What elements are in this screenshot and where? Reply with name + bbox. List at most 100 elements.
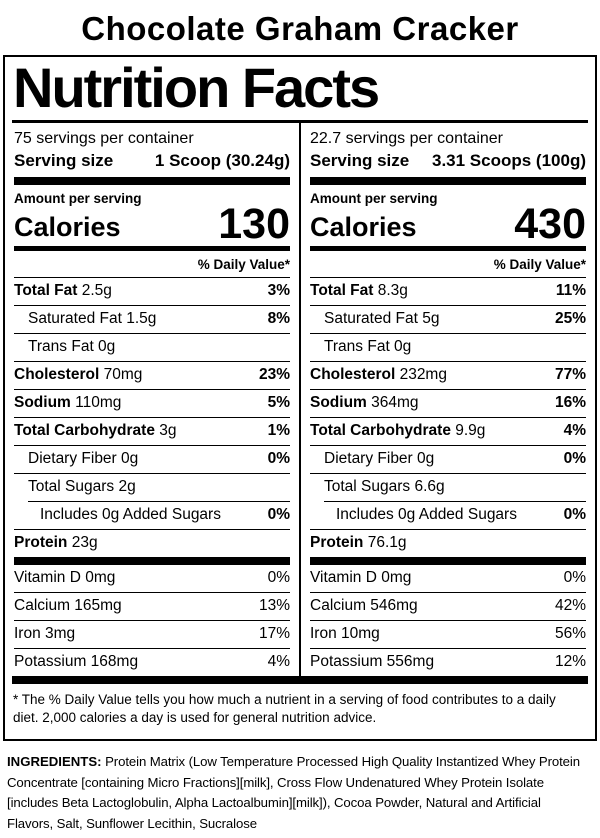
daily-value-percent: 42% [554, 597, 586, 615]
amount-per-serving-label: Amount per serving [310, 191, 438, 206]
nutrient-name: Total Carbohydrate 9.9g [310, 422, 486, 440]
nutrient-row: Protein 76.1g [310, 528, 586, 557]
nutrient-row: Calcium 165mg 13% [14, 591, 290, 620]
daily-value-percent: 8% [267, 310, 290, 328]
nutrient-row: Total Fat 8.3g 11% [310, 276, 586, 305]
daily-value-percent: 0% [563, 450, 586, 468]
nutrient-rows: Total Fat 8.3g 11% Saturated Fat 5g 25% Tran… [310, 276, 586, 557]
daily-value-percent: 12% [554, 653, 586, 671]
nutrient-row: Total Fat 2.5g 3% [14, 276, 290, 305]
nutrient-name: Total Fat 8.3g [310, 282, 408, 300]
column-per-100g: 22.7 servings per container Serving size… [299, 123, 595, 676]
daily-value-percent: 0% [267, 569, 290, 587]
calories-value: 430 [514, 200, 586, 248]
daily-value-header: % Daily Value* [493, 256, 586, 272]
calories-row: Calories 430 [310, 200, 586, 248]
daily-value-percent: 13% [258, 597, 290, 615]
nutrient-row: Iron 10mg 56% [310, 619, 586, 648]
nutrient-name: Vitamin D 0mg [14, 569, 116, 587]
nutrition-columns: 75 servings per container Serving size 1… [5, 123, 595, 676]
daily-value-percent: 1% [267, 422, 290, 440]
nutrient-row: Saturated Fat 5g 25% [310, 304, 586, 333]
nutrient-name: Vitamin D 0mg [310, 569, 412, 587]
nutrient-name: Protein 23g [14, 534, 98, 552]
servings-per-container: 75 servings per container [14, 130, 194, 147]
daily-value-percent: 23% [258, 366, 290, 384]
daily-value-percent: 0% [267, 450, 290, 468]
separator-bar-full-width [12, 675, 588, 684]
nutrient-name: Sodium 110mg [14, 394, 122, 412]
daily-value-percent: 4% [267, 653, 290, 671]
daily-value-percent: 56% [554, 625, 586, 643]
nutrient-name: Total Sugars 6.6g [324, 478, 445, 496]
separator-bar-thick [310, 556, 586, 565]
servings-per-container: 22.7 servings per container [310, 130, 503, 147]
nutrient-rows: Total Fat 2.5g 3% Saturated Fat 1.5g 8% Tran… [14, 276, 290, 557]
nutrient-row: Includes 0g Added Sugars 0% [324, 500, 586, 529]
nutrient-name: Calcium 546mg [310, 597, 418, 615]
nutrient-name: Potassium 168mg [14, 653, 139, 671]
serving-size-label: Serving size [310, 151, 410, 170]
serving-size-label: Serving size [14, 151, 114, 170]
nutrient-row: Includes 0g Added Sugars 0% [28, 500, 290, 529]
product-title: Chocolate Graham Cracker [81, 10, 519, 47]
nutrient-name: Potassium 556mg [310, 653, 435, 671]
nutrient-row: Calcium 546mg 42% [310, 591, 586, 620]
vitamin-rows: Vitamin D 0mg 0% Calcium 165mg 13% Iron 3mg 1… [14, 565, 290, 676]
nutrient-row: Total Carbohydrate 9.9g 4% [310, 416, 586, 445]
daily-value-percent: 11% [555, 282, 586, 300]
amount-per-serving-label: Amount per serving [14, 191, 142, 206]
nutrient-name: Protein 76.1g [310, 534, 407, 552]
calories-value: 130 [218, 200, 290, 248]
nutrition-facts-title: Nutrition Facts [13, 56, 380, 119]
calories-label: Calories [310, 211, 417, 242]
nutrient-row: Potassium 556mg 12% [310, 647, 586, 676]
column-per-scoop: 75 servings per container Serving size 1… [5, 123, 299, 676]
serving-size-row: Serving size 1 Scoop (30.24g) [14, 149, 290, 177]
daily-value-percent: 16% [554, 394, 586, 412]
calories-label: Calories [14, 211, 121, 242]
nutrient-row: Saturated Fat 1.5g 8% [14, 304, 290, 333]
vitamin-rows: Vitamin D 0mg 0% Calcium 546mg 42% Iron 10mg… [310, 565, 586, 676]
nutrient-row: Sodium 110mg 5% [14, 388, 290, 417]
daily-value-header: % Daily Value* [197, 256, 290, 272]
nutrient-name: Saturated Fat 1.5g [28, 310, 157, 328]
daily-value-percent: 0% [563, 506, 586, 524]
separator-bar-thick [14, 556, 290, 565]
nutrient-row: Cholesterol 70mg 23% [14, 360, 290, 389]
calories-row: Calories 130 [14, 200, 290, 248]
nutrient-name: Cholesterol 70mg [14, 366, 143, 384]
nutrient-name: Dietary Fiber 0g [324, 450, 435, 468]
separator-bar-medium [14, 245, 290, 251]
serving-size-row: Serving size 3.31 Scoops (100g) [310, 149, 586, 177]
nutrient-row: Trans Fat 0g [14, 332, 290, 361]
nutrient-row: Potassium 168mg 4% [14, 647, 290, 676]
nutrient-name: Includes 0g Added Sugars [40, 506, 221, 524]
nutrient-name: Iron 10mg [310, 625, 380, 643]
separator-bar-thick [14, 177, 290, 185]
separator-bar-medium [310, 245, 586, 251]
nutrient-row: Dietary Fiber 0g 0% [14, 444, 290, 473]
nutrient-row: Cholesterol 232mg 77% [310, 360, 586, 389]
daily-value-footnote: * The % Daily Value tells you how much a… [13, 691, 556, 726]
daily-value-percent: 4% [563, 422, 586, 440]
daily-value-percent: 3% [267, 282, 290, 300]
nutrient-name: Includes 0g Added Sugars [336, 506, 517, 524]
nutrient-name: Cholesterol 232mg [310, 366, 447, 384]
daily-value-percent: 5% [267, 394, 290, 412]
daily-value-percent: 17% [258, 625, 290, 643]
separator-bar-thick [310, 177, 586, 185]
daily-value-percent: 77% [554, 366, 586, 384]
nutrient-name: Dietary Fiber 0g [28, 450, 139, 468]
serving-size-value: 3.31 Scoops (100g) [431, 151, 586, 170]
nutrient-row: Vitamin D 0mg 0% [14, 565, 290, 592]
serving-size-value: 1 Scoop (30.24g) [154, 151, 290, 170]
nutrient-row: Total Carbohydrate 3g 1% [14, 416, 290, 445]
ingredients-section: INGREDIENTS: Protein Matrix (Low Tempera… [0, 741, 600, 838]
nutrient-row: Sodium 364mg 16% [310, 388, 586, 417]
nutrient-name: Sodium 364mg [310, 394, 419, 412]
nutrient-row: Protein 23g [14, 528, 290, 557]
nutrient-name: Calcium 165mg [14, 597, 122, 615]
title-rule [12, 120, 588, 123]
nutrient-name: Trans Fat 0g [28, 338, 116, 356]
